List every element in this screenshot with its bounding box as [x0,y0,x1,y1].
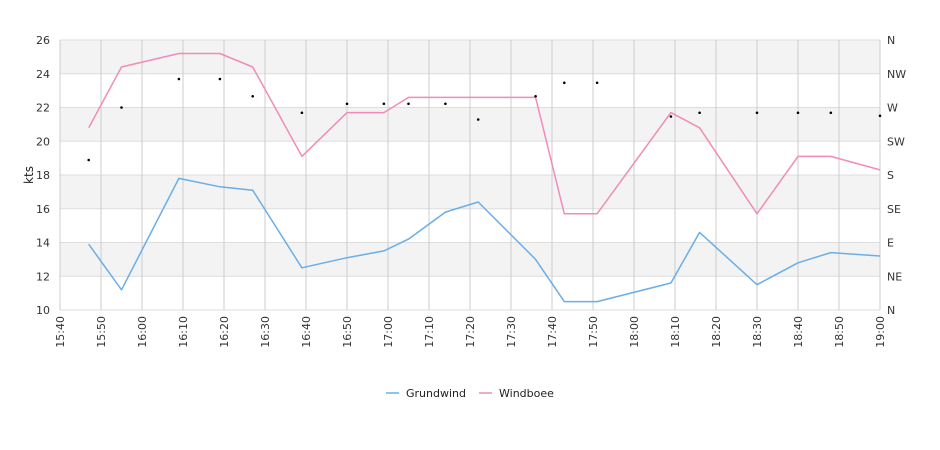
y-tick-label: 10 [36,304,50,317]
x-tick-label: 18:20 [710,316,723,348]
right-axis-label: NE [887,270,902,283]
direction-dot [345,102,349,106]
direction-dot [177,77,181,81]
x-tick-label: 17:30 [505,316,518,348]
direction-dot [120,106,123,109]
x-tick-label: 17:10 [423,316,436,348]
direction-dot [796,111,800,115]
x-tick-label: 18:00 [628,316,641,348]
right-axis-label: N [887,34,895,47]
series-line-windboee [88,52,881,215]
x-tick-label: 18:50 [833,316,846,348]
direction-dot [829,111,833,115]
direction-dot [300,111,304,115]
x-tick-label: 16:50 [341,316,354,348]
right-axis-label: SW [887,135,905,148]
y-tick-label: 18 [36,169,50,182]
direction-dot [563,81,566,85]
y-tick-label: 24 [36,68,50,81]
x-tick-label: 16:20 [218,316,231,348]
x-tick-label: 18:30 [751,316,764,348]
x-tick-label: 17:50 [587,316,600,348]
direction-dot [87,158,90,162]
direction-dot [382,102,386,106]
y-tick-label: 20 [36,135,50,148]
legend-label-windboee: Windboee [499,387,554,400]
right-axis-label: SE [887,203,901,216]
right-axis-label: S [887,169,894,182]
y-tick-label: 26 [36,34,50,47]
right-axis-label: W [887,102,898,115]
direction-dot [755,111,759,115]
y-tick-label: 22 [36,102,50,115]
direction-dot [669,115,673,118]
x-tick-label: 16:10 [177,316,190,348]
x-tick-label: 18:40 [792,316,805,348]
legend-label-grundwind: Grundwind [406,387,466,400]
direction-dot [218,77,222,81]
direction-dot [534,94,537,98]
x-tick-label: 19:00 [874,316,887,348]
x-tick-label: 17:40 [546,316,559,348]
direction-dot [444,102,447,106]
right-axis-label: E [887,237,894,250]
right-axis-label: N [887,304,895,317]
x-tick-label: 17:00 [382,316,395,348]
direction-dot [251,94,254,98]
x-tick-label: 18:10 [669,316,682,348]
y-tick-label: 14 [36,237,50,250]
right-axis-label: NW [887,68,906,81]
x-tick-label: 16:30 [259,316,272,348]
x-tick-label: 16:00 [136,316,149,348]
y-tick-label: 12 [36,270,50,283]
y-tick-label: 16 [36,203,50,216]
direction-dot [407,102,410,106]
direction-dot [878,114,882,118]
direction-dot [698,111,701,115]
x-tick-label: 15:50 [95,316,108,348]
direction-dot [595,81,599,85]
direction-dot [476,118,480,121]
y-axis-title: kts [22,166,36,184]
x-tick-label: 17:20 [464,316,477,348]
x-tick-label: 16:40 [300,316,313,348]
series-line-grundwind [88,177,881,303]
x-tick-label: 15:40 [54,316,67,348]
